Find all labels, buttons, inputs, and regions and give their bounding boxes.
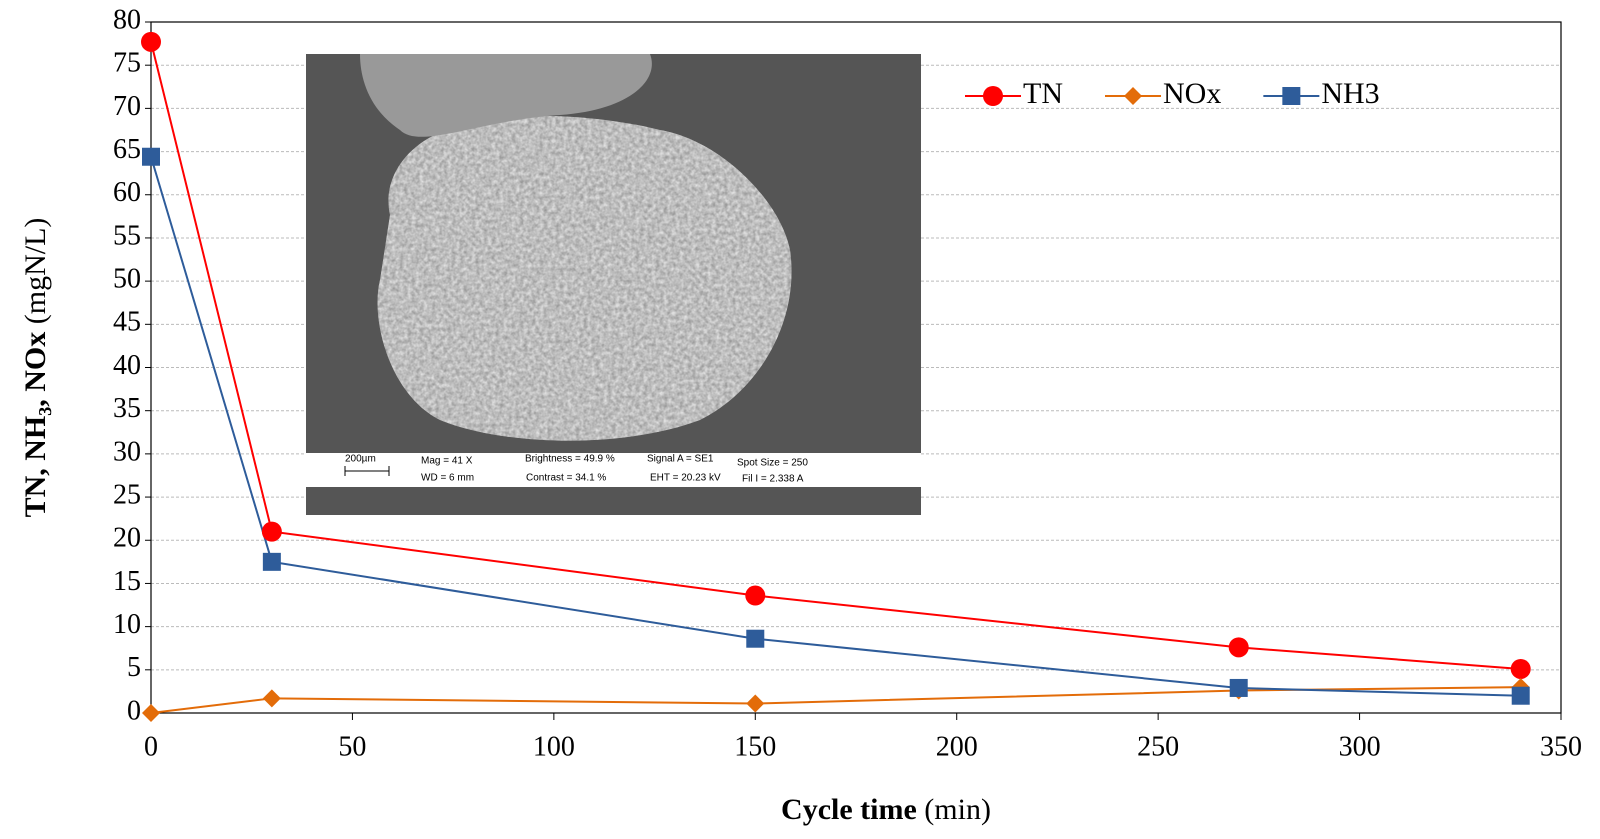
sem-info: WD = 6 mm: [421, 473, 474, 484]
x-axis-label: Cycle time: [781, 793, 917, 826]
x-tick-label: 350: [1540, 731, 1582, 762]
marker: [983, 86, 1003, 106]
y-tick-label: 5: [127, 652, 141, 683]
marker: [141, 32, 161, 52]
marker: [1230, 679, 1248, 697]
y-tick-label: 20: [113, 523, 141, 554]
sem-info: EHT = 20.23 kV: [650, 473, 721, 484]
marker: [745, 586, 765, 606]
marker: [1229, 637, 1249, 657]
x-tick-label: 300: [1339, 731, 1381, 762]
sem-texture: [378, 116, 792, 441]
x-tick-label: 250: [1137, 731, 1179, 762]
marker: [1124, 87, 1142, 105]
y-tick-label: 70: [113, 91, 141, 122]
legend-item: NH3: [1263, 77, 1379, 110]
x-tick-label: 200: [936, 731, 978, 762]
y-tick-label: 0: [127, 695, 141, 726]
y-tick-label: 45: [113, 307, 141, 338]
legend-item: TN: [965, 77, 1063, 110]
marker: [263, 553, 281, 571]
marker: [746, 694, 764, 712]
marker: [1282, 87, 1300, 105]
legend-label: NH3: [1321, 77, 1379, 110]
sem-info: Signal A = SE1: [647, 454, 714, 465]
x-axis-title: Cycle time (min): [781, 793, 991, 826]
y-tick-label: 60: [113, 177, 141, 208]
y-tick-label: 50: [113, 264, 141, 295]
y-axis-unit: (mgN/L): [19, 218, 52, 325]
sem-inset: 200µm Mag = 41 X WD = 6 mm Brightness = …: [306, 54, 921, 515]
legend-item: NOx: [1105, 77, 1221, 110]
y-tick-label: 25: [113, 479, 141, 510]
y-tick-label: 10: [113, 609, 141, 640]
y-tick-label: 15: [113, 566, 141, 597]
marker: [263, 689, 281, 707]
sem-info: Spot Size = 250: [737, 458, 808, 469]
chart: 0 5 10 15 20 25 30 35 40 45 50 55 60 65 70 75 80 0 50 100 15…: [0, 0, 1600, 839]
y-axis-label: TN, NH₃, NOx: [19, 332, 52, 518]
x-tick-label: 0: [144, 731, 158, 762]
marker: [1512, 687, 1530, 705]
marker: [142, 148, 160, 166]
y-tick-label: 80: [113, 4, 141, 35]
sem-info: Mag = 41 X: [421, 456, 473, 467]
y-tick-label: 30: [113, 436, 141, 467]
marker: [262, 522, 282, 542]
marker: [142, 704, 160, 722]
y-tick-label: 40: [113, 350, 141, 381]
y-axis-title: TN, NH₃, NOx (mgN/L): [19, 218, 52, 518]
sem-info: Contrast = 34.1 %: [526, 473, 606, 484]
marker: [746, 630, 764, 648]
marker: [1511, 659, 1531, 679]
y-tick-label: 55: [113, 220, 141, 251]
scale-label: 200µm: [345, 454, 376, 465]
x-tick-label: 100: [533, 731, 575, 762]
y-tick-label: 75: [113, 48, 141, 79]
x-tick-label: 50: [338, 731, 366, 762]
y-tick-label: 35: [113, 393, 141, 424]
sem-info: Fil I = 2.338 A: [742, 474, 804, 485]
legend-label: TN: [1023, 77, 1063, 110]
legend-label: NOx: [1163, 77, 1221, 110]
y-tick-label: 65: [113, 134, 141, 165]
sem-info: Brightness = 49.9 %: [525, 454, 615, 465]
x-tick-label: 150: [734, 731, 776, 762]
x-axis-unit: (min): [924, 793, 991, 826]
